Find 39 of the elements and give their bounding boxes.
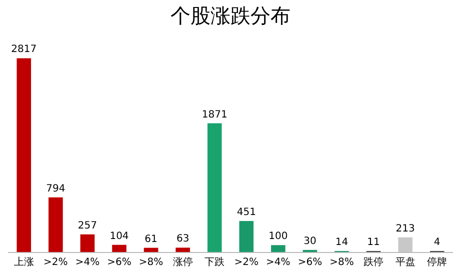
x-tick-label: >2% — [44, 257, 68, 268]
data-label: 104 — [110, 230, 129, 242]
bar — [398, 237, 412, 252]
chart-title: 个股涨跌分布 — [170, 3, 290, 28]
data-label: 451 — [236, 206, 256, 218]
bar — [48, 197, 63, 252]
bar — [271, 245, 286, 252]
data-label: 61 — [144, 234, 158, 245]
x-tick-label: >4% — [75, 257, 100, 268]
data-label: 14 — [335, 237, 348, 248]
bar — [112, 244, 126, 252]
bar — [207, 123, 222, 252]
x-tick-label: >6% — [107, 257, 132, 268]
data-label: 4 — [434, 237, 440, 248]
x-tick-label: >4% — [266, 257, 290, 268]
data-label: 11 — [367, 237, 380, 248]
x-tick-label: 下跌 — [204, 256, 225, 268]
x-tick-label: 平盘 — [395, 256, 416, 268]
bar — [239, 220, 254, 252]
x-tick-label: >2% — [234, 257, 259, 268]
data-label: 213 — [396, 223, 415, 234]
x-tick-label: >8% — [138, 257, 164, 268]
data-label: 63 — [176, 234, 190, 245]
data-label: 2817 — [11, 44, 37, 56]
x-tick-label: 上涨 — [14, 256, 34, 268]
data-label: 1871 — [202, 109, 228, 120]
data-label: 257 — [78, 220, 98, 232]
data-label: 100 — [268, 231, 288, 242]
bar — [80, 234, 95, 252]
bar — [144, 248, 158, 252]
bar — [16, 58, 32, 252]
x-tick-label: 涨停 — [172, 256, 193, 268]
x-tick-label: >6% — [298, 257, 322, 268]
x-tick-label: 停牌 — [427, 256, 448, 268]
x-tick-label: >8% — [330, 257, 354, 268]
data-label: 794 — [46, 183, 66, 194]
x-tick-label: 跌停 — [364, 256, 384, 268]
data-label: 30 — [304, 236, 316, 247]
bar — [176, 248, 190, 252]
